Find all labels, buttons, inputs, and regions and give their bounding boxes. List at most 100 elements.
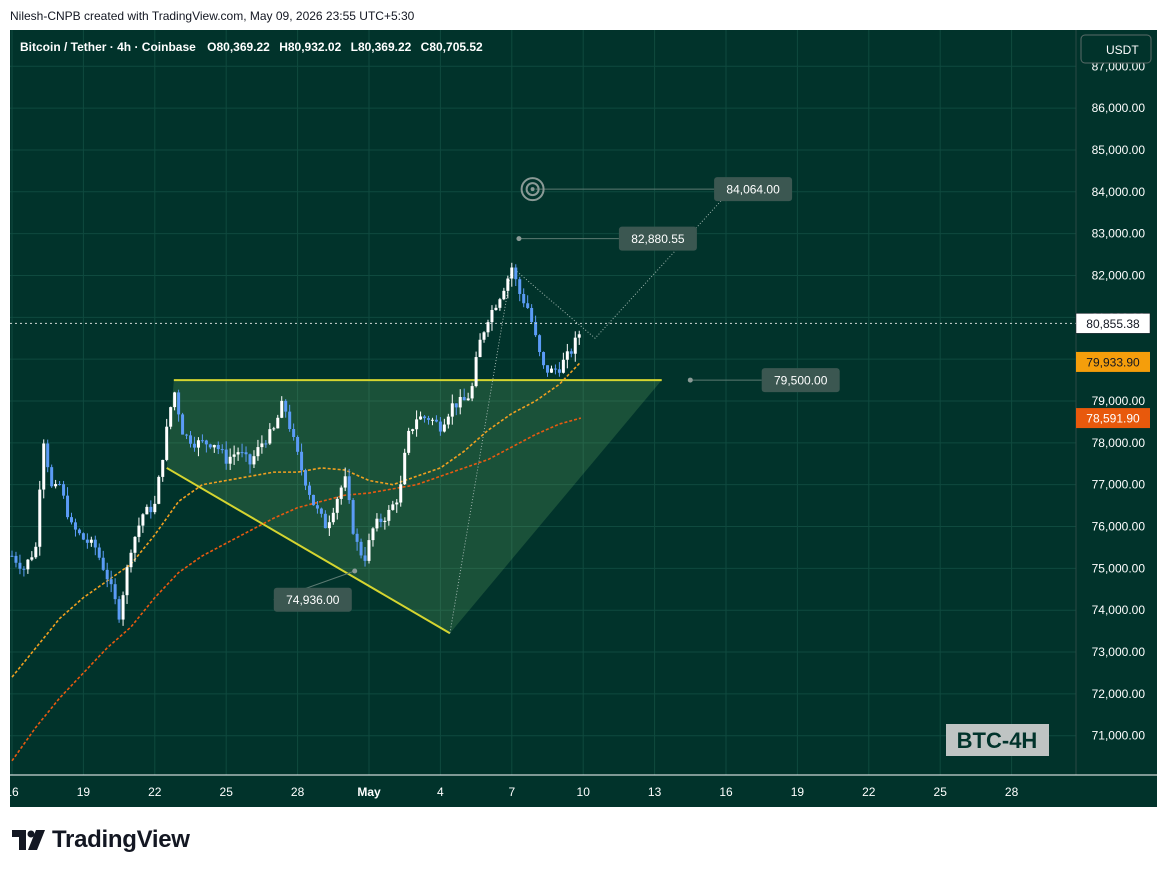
candle-body <box>125 567 129 596</box>
target-ring-outer <box>520 177 545 202</box>
candle-body <box>14 555 18 563</box>
candle-body <box>292 429 296 438</box>
candle-body <box>308 485 311 495</box>
candle-body <box>446 416 450 425</box>
x-axis: 16 19 22 25 28 May 4 7 10 13 16 19 22 25 28 <box>10 785 1019 799</box>
candle-body <box>430 419 434 421</box>
legend-close: C80,705.52 <box>421 40 483 54</box>
candle-body <box>442 424 446 432</box>
tradingview-logo[interactable]: TradingView <box>12 826 190 854</box>
candle-body <box>288 411 292 430</box>
candle-body <box>335 498 339 513</box>
candle-body <box>522 293 526 304</box>
candle-body <box>200 440 204 442</box>
candle-body <box>129 552 133 568</box>
candle-body <box>367 540 371 561</box>
candle-body <box>93 539 97 548</box>
x-tick-label: 10 <box>577 785 591 799</box>
candles <box>10 262 581 626</box>
y-tick-label: 86,000.00 <box>1092 101 1146 115</box>
candle-body <box>557 369 561 373</box>
candle-body <box>212 444 216 448</box>
candle-body <box>474 357 478 387</box>
candle-body <box>458 397 462 408</box>
candle-body <box>264 443 268 445</box>
currency-button[interactable]: USDT <box>1080 34 1152 64</box>
candle-body <box>181 414 185 435</box>
candle-body <box>177 392 181 415</box>
candle-body <box>46 443 50 468</box>
candle-body <box>121 595 125 620</box>
annotation-box <box>618 226 697 251</box>
candle-body <box>38 489 42 547</box>
candle-body <box>192 443 196 448</box>
candle-body <box>454 403 458 408</box>
candle-body <box>42 443 46 490</box>
candle-body <box>482 332 486 340</box>
y-tick-label: 85,000.00 <box>1092 143 1146 157</box>
annotation-anchor <box>352 568 358 574</box>
candle-body <box>363 555 367 561</box>
candle-body <box>85 539 89 543</box>
candle-body <box>553 368 557 370</box>
tradingview-logo-icon <box>12 830 45 850</box>
x-tick-label: 28 <box>291 785 305 799</box>
candle-body <box>423 416 427 419</box>
x-tick-label: 7 <box>508 785 515 799</box>
annotation-label: 84,064.00 <box>726 183 780 197</box>
x-tick-label: 13 <box>648 785 662 799</box>
candle-body <box>375 518 379 529</box>
y-tick-label: 76,000.00 <box>1092 520 1146 534</box>
candle-body <box>450 403 454 417</box>
candle-body <box>359 541 363 556</box>
candle-body <box>379 518 383 523</box>
candle-body <box>427 418 430 420</box>
candle-body <box>311 494 315 506</box>
candle-body <box>137 525 141 537</box>
candle-body <box>434 419 438 422</box>
x-tick-label: 19 <box>791 785 805 799</box>
candle-body <box>549 368 553 373</box>
annotation-anchor <box>687 377 693 383</box>
price-label-box <box>1076 351 1150 372</box>
price-label: 80,855.38 <box>1086 317 1140 331</box>
y-tick-label: 79,000.00 <box>1092 394 1146 408</box>
candle-body <box>351 500 355 534</box>
candle-body <box>109 579 113 585</box>
candle-body <box>240 452 244 454</box>
annotation-anchor <box>516 236 522 242</box>
candle-body <box>153 503 157 513</box>
x-tick-label: 22 <box>862 785 876 799</box>
x-tick-label: 16 <box>719 785 733 799</box>
candle-body <box>466 398 470 401</box>
candle-body <box>77 529 81 534</box>
candle-body <box>284 400 288 412</box>
price-label-box <box>1075 313 1151 334</box>
candle-body <box>50 467 54 487</box>
candle-body <box>391 504 395 510</box>
candle-body <box>145 506 149 515</box>
candle-body <box>347 476 351 501</box>
time-scale <box>10 775 1157 807</box>
candle-body <box>157 476 161 504</box>
candle-body <box>518 279 522 294</box>
legend-low: L80,369.22 <box>351 40 412 54</box>
candle-body <box>331 512 335 523</box>
candle-body <box>10 555 14 557</box>
annotation-box <box>273 587 352 612</box>
candle-body <box>526 303 530 308</box>
x-tick-label: 22 <box>148 785 162 799</box>
candle-body <box>407 430 411 453</box>
candle-body <box>315 505 319 509</box>
candle-body <box>323 513 327 529</box>
candle-body <box>387 509 391 521</box>
candle-body <box>22 568 26 570</box>
candle-body <box>133 536 137 553</box>
candle-body <box>490 309 494 323</box>
x-tick-label: May <box>357 785 381 799</box>
projection-line <box>449 187 734 634</box>
candle-body <box>97 547 101 558</box>
y-tick-label: 84,000.00 <box>1092 185 1146 199</box>
tradingview-logo-text: TradingView <box>52 826 190 853</box>
